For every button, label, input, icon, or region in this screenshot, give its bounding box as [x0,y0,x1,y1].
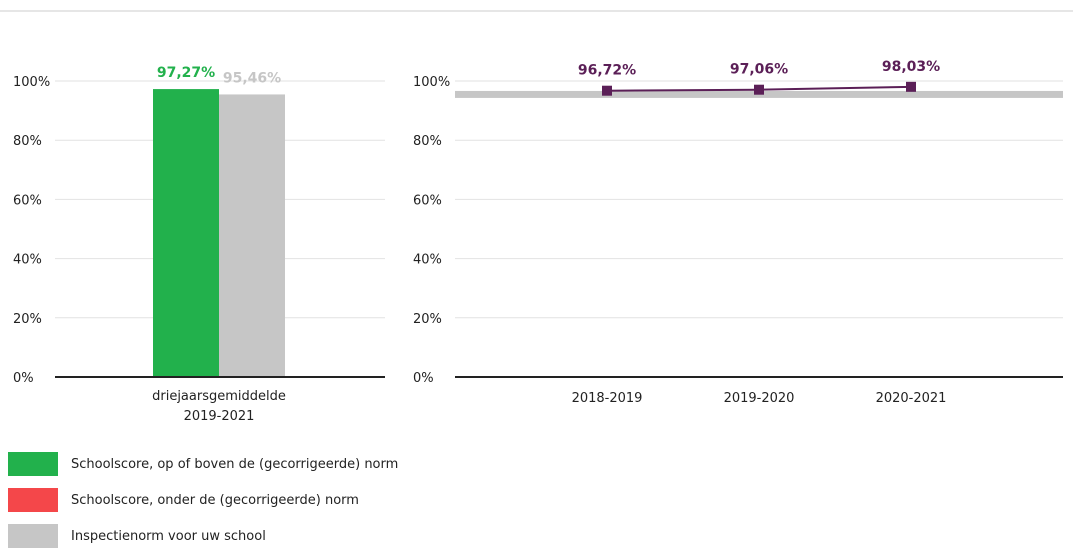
legend-label-inspection-norm: Inspectienorm voor uw school [71,528,266,544]
line-point-marker [906,81,916,92]
legend-label-above-norm: Schoolscore, op of boven de (gecorrigeer… [71,456,399,472]
legend-label-below-norm: Schoolscore, onder de (gecorrigeerde) no… [71,492,359,508]
top-divider [0,10,1073,12]
left-y-tick-label: 40% [13,253,42,268]
right-y-tick-label: 0% [413,371,434,386]
legend-swatch-below-norm [8,488,58,512]
line-point-marker [754,84,764,95]
legend-item-above-norm: Schoolscore, op of boven de (gecorrigeer… [8,452,398,476]
legend-swatch-above-norm [8,452,58,476]
left-bar-chart: 0% 20% 40% 60% 80% 100% 97,27% 95,46% driejaarsg… [13,65,385,424]
right-y-tick-label: 80% [413,134,442,149]
right-y-tick-label: 40% [413,253,442,268]
bar-school-score [153,89,219,377]
left-category-label: 2019-2021 [184,409,255,424]
right-category-label: 2019-2020 [724,391,795,406]
right-category-label: 2020-2021 [876,391,947,406]
right-category-label: 2018-2019 [572,391,643,406]
legend-swatch-inspection-norm [8,524,58,548]
left-y-tick-label: 100% [13,75,50,90]
right-y-tick-label: 20% [413,312,442,327]
line-data-label: 98,03% [882,59,940,75]
left-y-tick-label: 20% [13,312,42,327]
legend: Schoolscore, op of boven de (gecorrigeer… [8,452,398,548]
legend-item-below-norm: Schoolscore, onder de (gecorrigeerde) no… [8,488,398,512]
legend-item-inspection-norm: Inspectienorm voor uw school [8,524,398,548]
left-y-tick-label: 60% [13,193,42,208]
line-data-label: 96,72% [578,63,636,79]
right-y-tick-label: 100% [413,75,450,90]
right-y-tick-label: 60% [413,193,442,208]
left-y-tick-label: 0% [13,371,34,386]
left-y-tick-label: 80% [13,134,42,149]
line-data-label: 97,06% [730,62,788,78]
bar-data-label: 97,27% [157,65,215,81]
bar-inspection-norm [219,94,285,377]
bar-data-label: 95,46% [223,70,281,86]
right-line-chart: 0% 20% 40% 60% 80% 100% 96,72% 97,06% 98,03% 2018… [413,59,1063,406]
line-point-marker [602,85,612,96]
left-category-label: driejaarsgemiddelde [152,389,286,404]
